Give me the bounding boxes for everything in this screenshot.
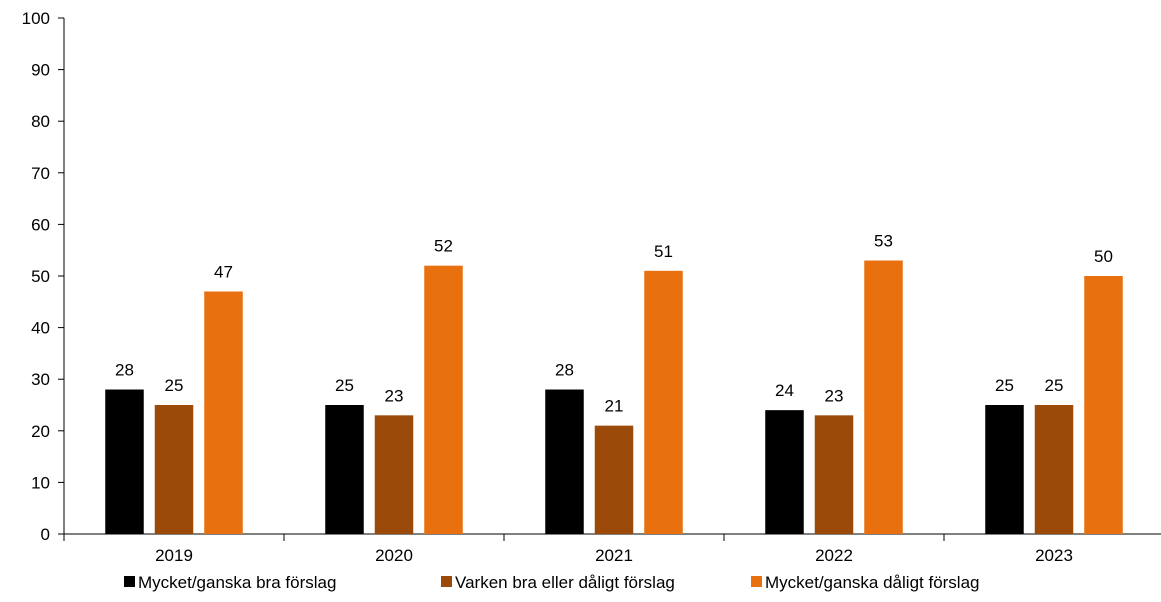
y-tick-label: 20 xyxy=(31,422,50,441)
y-tick-label: 90 xyxy=(31,61,50,80)
legend-label: Mycket/ganska dåligt förslag xyxy=(765,573,980,592)
y-tick-label: 0 xyxy=(41,525,50,544)
data-label: 47 xyxy=(214,262,233,281)
legend-swatch xyxy=(441,576,452,587)
data-label: 25 xyxy=(1045,376,1064,395)
x-tick-label: 2021 xyxy=(595,546,633,565)
x-tick-label: 2020 xyxy=(375,546,413,565)
x-axis: 2019 2020 2021 2022 2023 xyxy=(63,533,1161,565)
bar xyxy=(545,389,584,534)
y-tick-label: 70 xyxy=(31,164,50,183)
legend-label: Mycket/ganska bra förslag xyxy=(138,573,336,592)
y-tick-label: 80 xyxy=(31,112,50,131)
bar xyxy=(814,415,854,534)
y-tick-label: 30 xyxy=(31,370,50,389)
bar xyxy=(594,425,634,534)
data-label: 52 xyxy=(434,237,453,256)
bar xyxy=(985,405,1024,534)
data-label: 53 xyxy=(874,232,893,251)
y-tick-label: 50 xyxy=(31,267,50,286)
data-label: 28 xyxy=(555,361,574,380)
bar xyxy=(204,291,243,534)
bar xyxy=(644,270,683,534)
data-label: 28 xyxy=(115,361,134,380)
data-label: 21 xyxy=(605,397,624,416)
legend-swatch xyxy=(751,576,762,587)
legend-label: Varken bra eller dåligt förslag xyxy=(455,573,675,592)
data-label: 23 xyxy=(825,386,844,405)
legend: Mycket/ganska bra förslag Varken bra elle… xyxy=(124,573,980,592)
bar xyxy=(765,410,804,534)
bar xyxy=(154,405,194,534)
x-tick-label: 2019 xyxy=(155,546,193,565)
data-label: 25 xyxy=(335,376,354,395)
bar xyxy=(325,405,364,534)
x-tick-label: 2023 xyxy=(1035,546,1073,565)
bar xyxy=(1084,276,1123,534)
data-label: 25 xyxy=(165,376,184,395)
data-label: 23 xyxy=(385,386,404,405)
bar xyxy=(864,260,903,534)
bar xyxy=(424,265,463,534)
bar xyxy=(1034,405,1074,534)
data-label: 51 xyxy=(654,242,673,261)
data-label: 50 xyxy=(1094,247,1113,266)
data-label: 24 xyxy=(775,381,794,400)
data-labels-group: 28 25 47 25 23 52 28 21 51 24 23 53 25 25 50 xyxy=(115,232,1113,416)
legend-swatch xyxy=(124,576,135,587)
y-tick-label: 60 xyxy=(31,215,50,234)
bar xyxy=(374,415,414,534)
data-label: 25 xyxy=(995,376,1014,395)
y-axis: 0 10 20 30 40 50 60 70 80 90 100 xyxy=(22,9,65,544)
y-tick-label: 10 xyxy=(31,473,50,492)
x-tick-label: 2022 xyxy=(815,546,853,565)
bar xyxy=(105,389,144,534)
y-tick-label: 100 xyxy=(22,9,50,28)
y-tick-label: 40 xyxy=(31,319,50,338)
bars-group xyxy=(105,260,1123,534)
